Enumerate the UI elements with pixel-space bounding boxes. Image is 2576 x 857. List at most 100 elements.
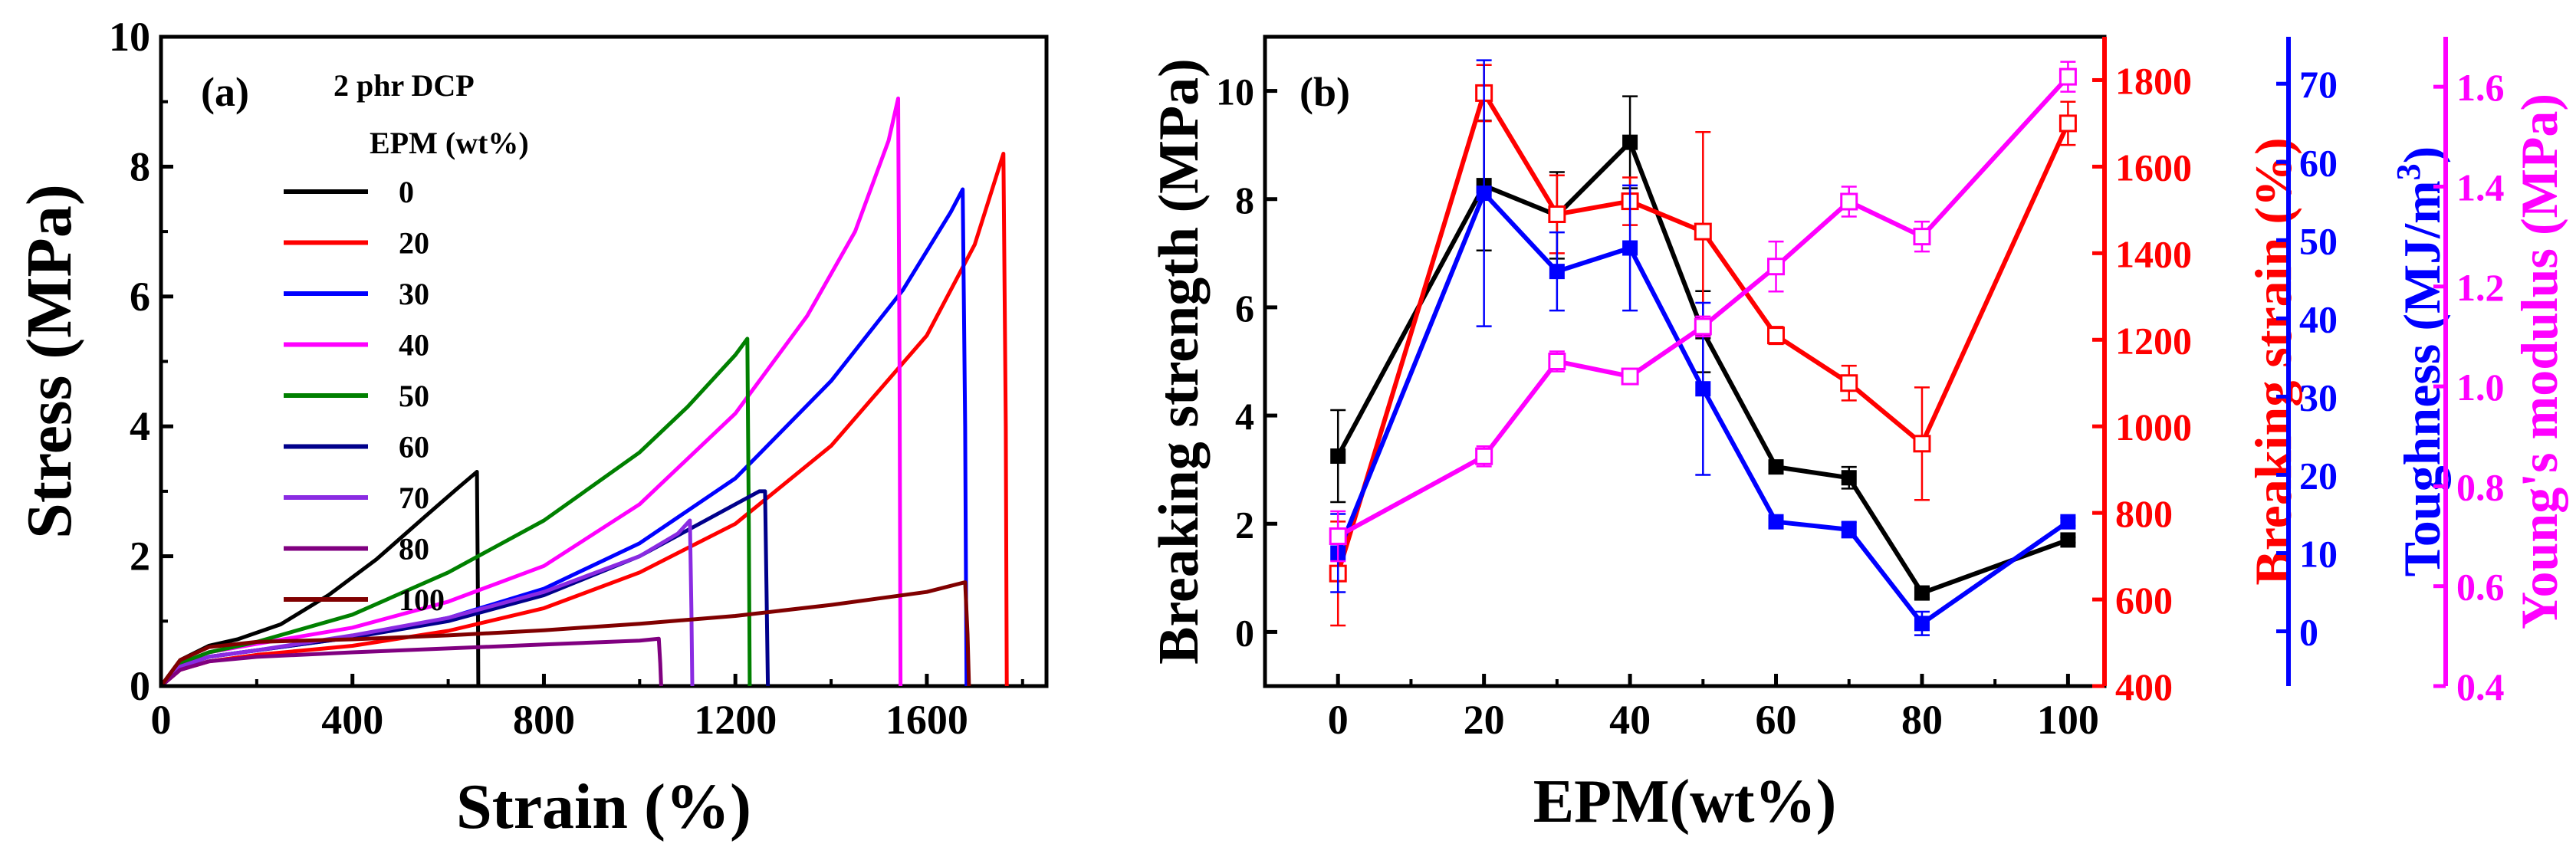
legend-label-20: 20 xyxy=(399,226,429,261)
data-point-marker xyxy=(2058,114,2077,133)
panel-a-x-axis-label: Strain (%) xyxy=(456,771,751,842)
data-point-marker xyxy=(1548,205,1566,224)
panel-b-x-ticks: 0 20 40 60 80 100 xyxy=(1263,674,2099,743)
panel-b-x-axis-label: EPM(wt%) xyxy=(1533,768,1836,836)
y-tick-label: 8 xyxy=(130,143,150,189)
y-axis-title-end: ) xyxy=(2393,146,2451,164)
data-point-marker xyxy=(1621,367,1639,386)
panel-a-y-axis-label: Stress (MPa) xyxy=(14,184,85,539)
data-point-marker xyxy=(1695,381,1711,397)
legend-title-line-2: EPM (wt%) xyxy=(370,126,529,160)
y-tick-label: 20 xyxy=(2299,454,2338,497)
y-axis-title-text: Breaking strength (MPa) xyxy=(1148,58,1211,665)
legend-title-line-1: 2 phr DCP xyxy=(334,68,475,103)
y-tick-label: 8 xyxy=(1235,179,1254,222)
legend-label-60: 60 xyxy=(399,430,429,465)
data-point-marker xyxy=(1913,435,1931,453)
data-point-marker xyxy=(1768,459,1784,475)
y-tick-label: 40 xyxy=(2299,297,2338,340)
y-tick-label: 10 xyxy=(109,14,150,60)
y-axis-title-2: Toughness (MJ/m3) xyxy=(2390,146,2451,577)
series-line-70 xyxy=(159,518,695,688)
data-point-marker xyxy=(1768,514,1784,530)
legend-label-30: 30 xyxy=(399,277,429,311)
y-tick-label: 6 xyxy=(130,274,150,320)
x-tick-label: 1200 xyxy=(694,697,777,743)
legend-label-100: 100 xyxy=(399,583,445,617)
data-point-marker xyxy=(1914,585,1930,601)
y-axis-title-superscript: 3 xyxy=(2390,163,2427,180)
y-axis-title-text: Young's modulus (MPa) xyxy=(2510,94,2568,629)
y-tick-label: 0.8 xyxy=(2456,465,2505,508)
data-point-marker xyxy=(2060,532,2076,548)
y-tick-label: 1800 xyxy=(2115,59,2192,102)
y-tick-label: 2 xyxy=(130,534,150,580)
data-point-marker xyxy=(1475,447,1493,465)
y-tick-label: 0 xyxy=(1235,611,1254,654)
data-point-marker xyxy=(2058,67,2077,86)
series-line-20 xyxy=(159,152,1009,688)
panel-a-plot-area xyxy=(159,34,1049,688)
series-line-30 xyxy=(159,187,969,688)
y-tick-label: 0 xyxy=(130,663,150,709)
data-point-marker xyxy=(1622,134,1638,150)
y-tick-label: 600 xyxy=(2115,579,2173,622)
series-line-50 xyxy=(159,337,752,688)
y-axis-title-1: Breaking strain (%) xyxy=(2244,137,2302,585)
series-young-s-modulus xyxy=(1329,61,2077,563)
data-point-marker xyxy=(1694,222,1712,241)
y-tick-label: 50 xyxy=(2299,219,2338,262)
y-axis-title-0: Breaking strength (MPa) xyxy=(1148,58,1211,665)
y-axis-title-text: Breaking strain (%) xyxy=(2244,137,2302,585)
x-tick-label: 40 xyxy=(1609,697,1651,743)
y-tick-label: 0.4 xyxy=(2456,665,2505,708)
legend-label-50: 50 xyxy=(399,379,429,413)
panel-a-y-ticks: 0 2 4 6 8 10 xyxy=(109,14,173,709)
y-tick-label: 400 xyxy=(2115,665,2173,708)
y-tick-label: 1.2 xyxy=(2456,266,2505,309)
y-tick-label: 1.4 xyxy=(2456,166,2505,209)
data-point-marker xyxy=(1329,527,1347,546)
panel-a-legend: 0 20 30 40 50 60 70 80 100 xyxy=(284,175,445,617)
y-tick-label: 1200 xyxy=(2115,319,2192,362)
y-tick-label: 4 xyxy=(1235,395,1254,438)
y-tick-label: 6 xyxy=(1235,287,1254,330)
data-point-marker xyxy=(1767,258,1786,276)
y-tick-label: 0.6 xyxy=(2456,566,2505,609)
data-point-marker xyxy=(1694,317,1712,336)
y-tick-label: 1000 xyxy=(2115,406,2192,448)
y-tick-label: 1400 xyxy=(2115,232,2192,275)
data-point-marker xyxy=(1913,228,1931,246)
data-point-marker xyxy=(2060,514,2076,530)
y-tick-label: 1.0 xyxy=(2456,366,2505,409)
data-point-marker xyxy=(1841,521,1857,537)
panel-a-x-ticks: 0 400 800 1200 1600 xyxy=(151,674,1024,743)
y-tick-label: 4 xyxy=(130,403,150,449)
data-point-marker xyxy=(1840,374,1858,392)
x-tick-label: 1600 xyxy=(886,697,968,743)
series-line-100 xyxy=(159,580,971,688)
panel-b-label: (b) xyxy=(1300,69,1350,115)
x-tick-label: 800 xyxy=(513,697,575,743)
x-tick-label: 100 xyxy=(2037,697,2099,743)
y-tick-label: 10 xyxy=(2299,533,2338,576)
x-tick-label: 400 xyxy=(321,697,383,743)
y-axis-title-3: Young's modulus (MPa) xyxy=(2510,94,2568,629)
data-point-marker xyxy=(1548,353,1566,370)
y-tick-label: 1.6 xyxy=(2456,66,2505,109)
y-tick-label: 2 xyxy=(1235,503,1254,546)
legend-label-40: 40 xyxy=(399,328,429,363)
y-tick-label: 1600 xyxy=(2115,146,2192,189)
data-point-marker xyxy=(1914,616,1930,632)
legend-label-0: 0 xyxy=(399,175,414,209)
legend-label-80: 80 xyxy=(399,532,429,566)
y-tick-label: 0 xyxy=(2299,611,2318,654)
y-tick-label: 70 xyxy=(2299,63,2338,106)
series-line-80 xyxy=(159,636,663,688)
x-tick-label: 0 xyxy=(151,697,172,743)
x-tick-label: 80 xyxy=(1901,697,1943,743)
data-point-marker xyxy=(1549,264,1565,280)
